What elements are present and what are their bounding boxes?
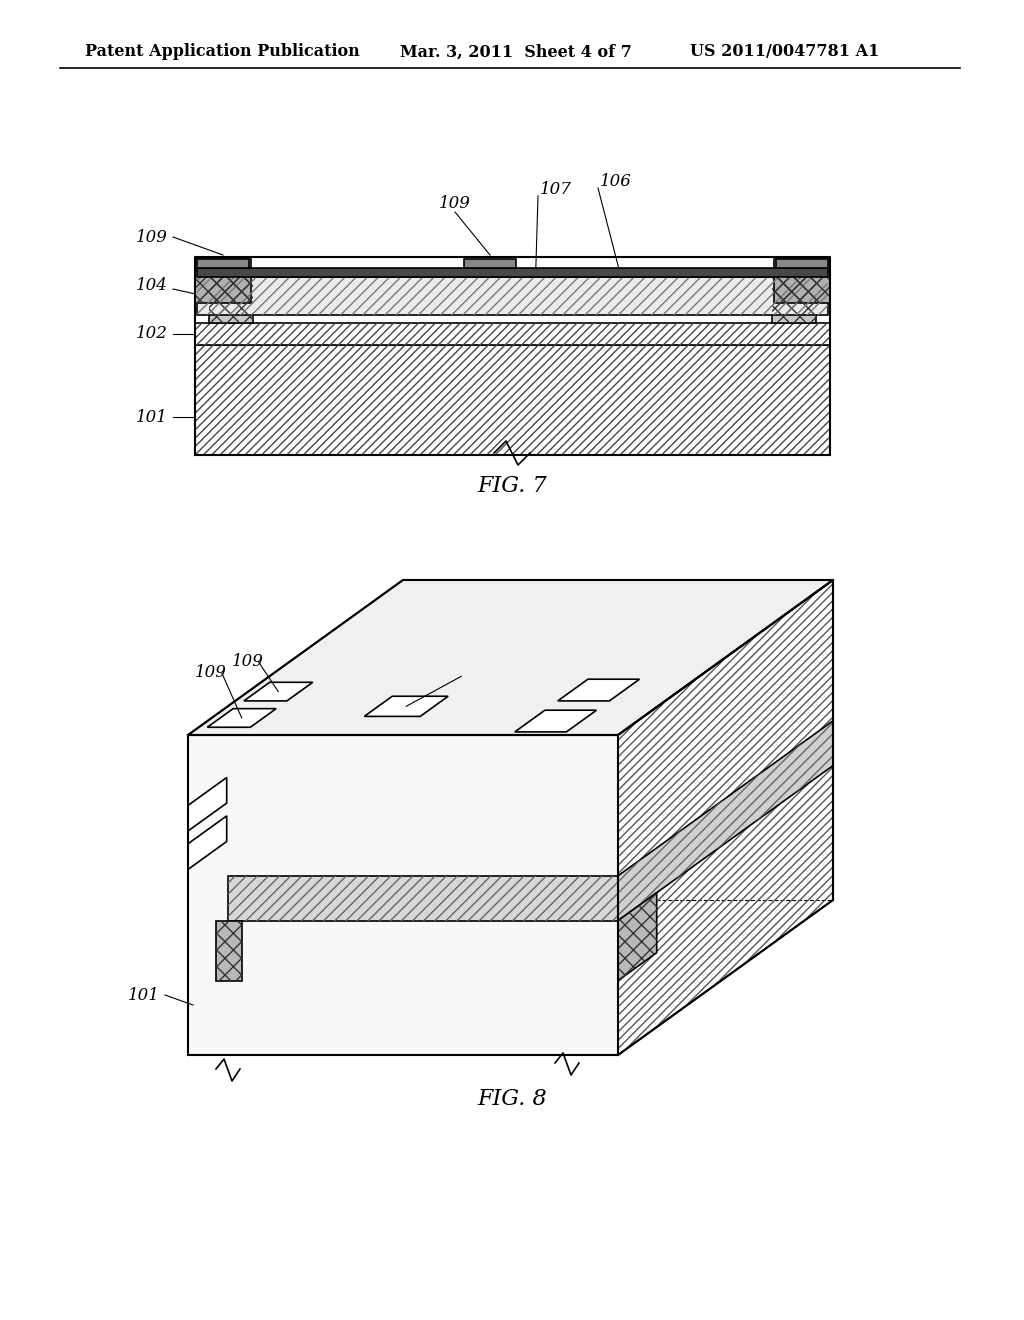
Bar xyxy=(776,259,828,268)
Text: Mar. 3, 2011  Sheet 4 of 7: Mar. 3, 2011 Sheet 4 of 7 xyxy=(400,44,632,61)
Bar xyxy=(774,259,830,304)
Bar xyxy=(216,920,242,981)
Polygon shape xyxy=(188,777,226,832)
Bar xyxy=(195,323,830,345)
Polygon shape xyxy=(515,710,597,731)
Polygon shape xyxy=(188,816,226,870)
Bar xyxy=(772,271,816,323)
Text: 102: 102 xyxy=(136,326,168,342)
Polygon shape xyxy=(618,721,833,920)
Polygon shape xyxy=(207,709,276,727)
Bar xyxy=(197,259,249,268)
Text: 106: 106 xyxy=(600,173,632,190)
Bar xyxy=(197,277,828,315)
Text: 107: 107 xyxy=(540,181,571,198)
Bar xyxy=(195,345,830,455)
Bar xyxy=(197,277,828,315)
Bar xyxy=(772,271,816,323)
Text: FIG. 7: FIG. 7 xyxy=(477,475,547,498)
Bar xyxy=(464,259,516,268)
Text: 109: 109 xyxy=(231,653,263,671)
Bar xyxy=(195,259,251,304)
Bar xyxy=(216,920,242,981)
Bar xyxy=(195,259,251,304)
Bar xyxy=(195,323,830,345)
Text: US 2011/0047781 A1: US 2011/0047781 A1 xyxy=(690,44,880,61)
Bar xyxy=(197,268,828,277)
Bar xyxy=(195,345,830,455)
Polygon shape xyxy=(244,682,312,701)
Text: 109: 109 xyxy=(457,668,488,685)
Bar xyxy=(774,259,830,304)
Bar xyxy=(209,271,253,323)
Polygon shape xyxy=(558,680,640,701)
Text: 104: 104 xyxy=(136,276,168,293)
Polygon shape xyxy=(618,892,656,981)
Text: FIG. 8: FIG. 8 xyxy=(477,1088,547,1110)
Text: Patent Application Publication: Patent Application Publication xyxy=(85,44,359,61)
Text: 101: 101 xyxy=(136,408,168,425)
Polygon shape xyxy=(365,696,449,717)
Text: 109: 109 xyxy=(195,664,226,681)
Bar xyxy=(209,271,253,323)
Polygon shape xyxy=(228,875,618,920)
Text: 101: 101 xyxy=(128,986,160,1003)
Polygon shape xyxy=(188,735,618,1055)
Text: 109: 109 xyxy=(439,195,471,213)
Polygon shape xyxy=(618,579,833,1055)
Text: 109: 109 xyxy=(136,228,168,246)
Polygon shape xyxy=(188,579,833,735)
